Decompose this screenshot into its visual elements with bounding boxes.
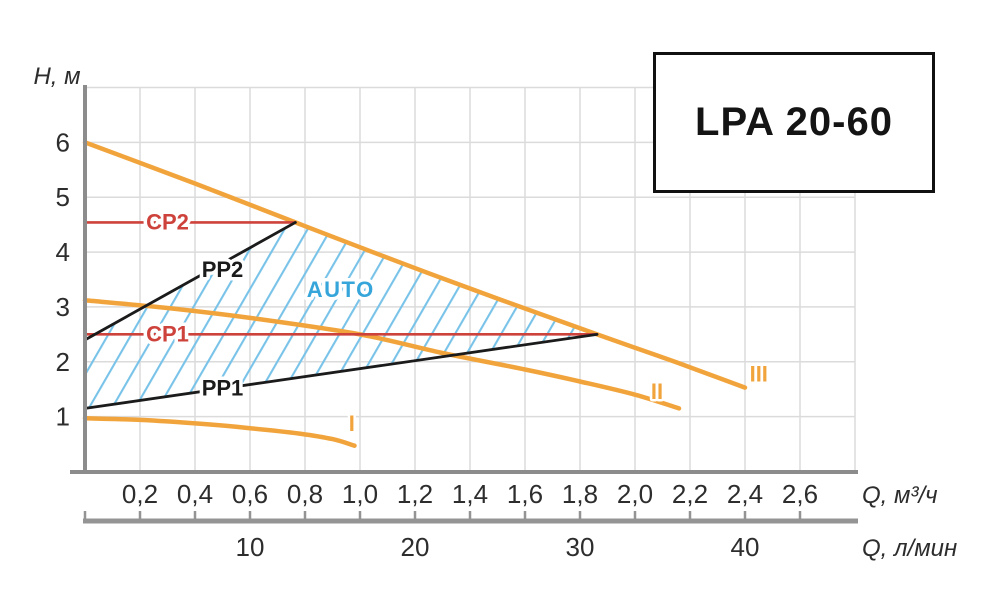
curve-II [82,298,682,411]
y-tick-label: 5 [56,182,70,212]
x-axis-unit-label-m3h: Q, м³/ч [862,482,938,509]
x-tick-label: 2,6 [782,479,818,509]
lmin-tick-label: 30 [566,532,595,562]
x-tick-label: 0,4 [177,479,213,509]
model-title: LPA 20-60 [695,100,893,144]
y-axis-unit-label: H, м [33,63,80,90]
curve-label-III: III [750,361,768,386]
y-tick-label: 2 [56,347,70,377]
y-tick-label: 4 [56,237,70,267]
lmin-tick-label: 20 [401,532,430,562]
y-tick-label: 1 [56,402,70,432]
x-tick-label: 1,8 [562,479,598,509]
auto-label: AUTO [307,277,375,302]
pp2-label: PP2 [202,257,244,282]
pp1-label: PP1 [202,376,244,401]
pp2-line [83,221,297,342]
x-tick-label: 2,4 [727,479,763,509]
curve-III [82,140,748,390]
curve-label-II: II [651,379,663,404]
x-axis-unit-label-lmin: Q, л/мин [862,535,957,562]
x-tick-label: 0,2 [122,479,158,509]
curve-I [82,416,357,448]
x-tick-label: 2,0 [617,479,653,509]
x-tick-label: 0,6 [232,479,268,509]
lmin-tick-label: 40 [731,532,760,562]
cp2-label: CP2 [146,209,189,234]
x-tick-label: 1,0 [342,479,378,509]
curve-label-I: I [349,411,355,436]
lmin-tick-label: 10 [236,532,265,562]
y-tick-label: 6 [56,127,70,157]
cp1-label: CP1 [146,321,189,346]
x-tick-label: 1,4 [452,479,488,509]
x-tick-label: 1,6 [507,479,543,509]
model-title-box: LPA 20-60 [653,52,935,193]
x-tick-label: 2,2 [672,479,708,509]
x-tick-label: 1,2 [397,479,433,509]
auto-region [85,222,598,409]
pp1-line [83,332,599,410]
y-tick-label: 3 [56,292,70,322]
x-tick-label: 0,8 [287,479,323,509]
